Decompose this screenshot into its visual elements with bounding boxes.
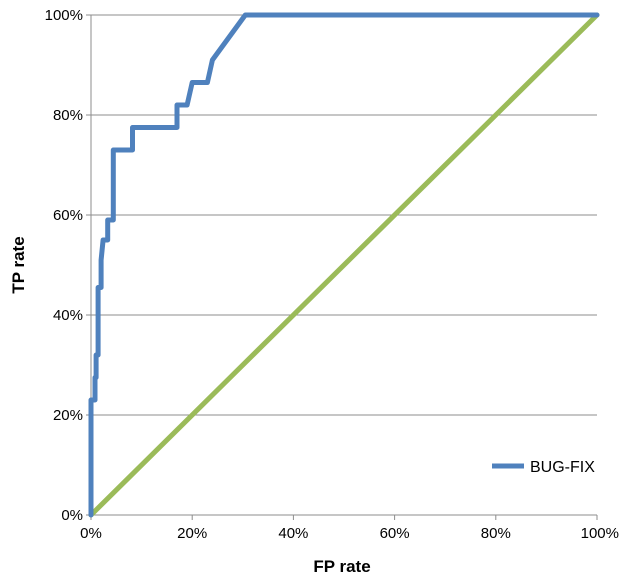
x-tick-label: 100% [581, 525, 619, 542]
x-tick-label: 20% [177, 525, 207, 542]
legend-label-bug-fix: BUG-FIX [530, 459, 595, 476]
y-tick-label: 60% [53, 207, 83, 224]
y-axis-title: TP rate [9, 236, 28, 293]
y-tick-labels: 0% 20% 40% 60% 80% 100% [45, 7, 83, 524]
y-tick-label: 100% [45, 7, 83, 24]
series-lines [88, 12, 600, 518]
x-tick-label: 40% [278, 525, 308, 542]
x-axis-title: FP rate [313, 557, 370, 574]
y-tick-label: 80% [53, 107, 83, 124]
x-tick-label: 80% [481, 525, 511, 542]
legend: BUG-FIX [492, 459, 595, 476]
x-tick-labels: 0% 20% 40% 60% 80% 100% [80, 525, 619, 542]
y-tick-label: 20% [53, 407, 83, 424]
x-tick-label: 0% [80, 525, 102, 542]
x-tick-label: 60% [380, 525, 410, 542]
gridlines [91, 14, 597, 416]
series-line-bug-fix [88, 12, 600, 518]
y-tick-label: 0% [61, 507, 83, 524]
diagonal-reference-line [88, 12, 600, 518]
y-tick-label: 40% [53, 307, 83, 324]
